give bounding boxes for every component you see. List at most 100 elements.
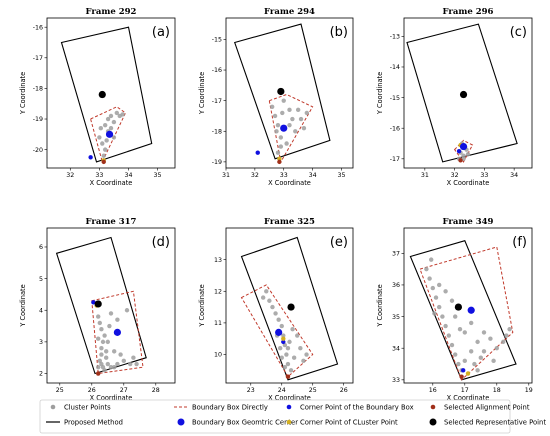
legend-item: Boundary Box Geomtric Center <box>177 418 298 427</box>
x-axis-label: X Coordinate <box>90 394 133 402</box>
cluster-point <box>287 122 292 128</box>
cluster-point <box>290 116 295 122</box>
selected-alignment-point <box>277 159 282 165</box>
cluster-point <box>293 129 298 134</box>
corner-point-boundary-box <box>456 148 462 154</box>
panel-title: Frame 296 <box>443 7 494 17</box>
legend-label: Cluster Points <box>64 404 111 412</box>
cluster-point <box>443 289 448 294</box>
y-tick-label: 33 <box>392 377 400 384</box>
cluster-point <box>269 104 275 109</box>
cluster-point <box>102 368 107 373</box>
cluster-point <box>96 364 101 370</box>
cluster-point <box>99 327 104 332</box>
cluster-point <box>298 346 303 351</box>
x-axis-label: X Coordinate <box>268 179 311 187</box>
y-tick-label: 13 <box>214 257 222 264</box>
legend-item: Proposed Method <box>46 419 123 427</box>
boundary-box-geometric-center <box>113 328 121 336</box>
y-tick-label: -15 <box>212 37 222 44</box>
cluster-point <box>449 298 455 303</box>
corner-point-boundary-box <box>91 300 96 305</box>
cluster-point <box>115 317 120 322</box>
cluster-point <box>108 113 114 119</box>
selected-representative-point <box>94 300 102 308</box>
cluster-point <box>295 333 300 338</box>
cluster-point <box>121 358 127 364</box>
cluster-point <box>100 339 106 345</box>
cluster-point <box>433 295 439 300</box>
cluster-point <box>478 355 483 360</box>
cluster-point <box>264 289 269 294</box>
x-tick-label: 32 <box>451 172 459 179</box>
proposed-method-box <box>409 240 517 381</box>
cluster-point <box>278 346 283 351</box>
cluster-point <box>131 355 136 360</box>
cluster-point <box>290 327 295 332</box>
cluster-point <box>453 352 458 357</box>
y-axis-label: Y Coordinate <box>19 284 27 327</box>
axes-frame <box>403 17 533 169</box>
panel-label: (c) <box>510 25 527 40</box>
y-tick-label: -16 <box>212 67 222 74</box>
cluster-point <box>287 107 292 113</box>
cluster-point <box>104 355 109 360</box>
x-tick-label: 26 <box>340 387 348 394</box>
cluster-point <box>278 144 284 149</box>
cluster-point <box>472 361 477 367</box>
proposed-method-box <box>233 23 331 160</box>
legend-item: Cluster Points <box>50 404 111 412</box>
axes-frame <box>225 227 354 384</box>
cluster-point <box>97 135 102 140</box>
legend-swatch-dot <box>430 404 436 410</box>
x-tick-label: 16 <box>429 387 437 394</box>
cluster-point <box>304 352 309 357</box>
cluster-point <box>491 358 496 364</box>
legend-frame <box>39 399 511 434</box>
selected-alignment-point <box>96 371 101 376</box>
x-tick-label: 33 <box>280 172 288 179</box>
cluster-point <box>272 113 278 119</box>
axes-frame <box>225 17 354 169</box>
selected-alignment-point <box>458 158 463 163</box>
legend-item: Selected Representative Point <box>429 418 546 427</box>
legend-item: Boundary Box Directly <box>174 404 268 412</box>
legend-item: Corner Point of CLuster Point <box>286 419 398 427</box>
selected-alignment-point <box>101 159 106 165</box>
cluster-point <box>284 352 289 357</box>
selected-alignment-point <box>285 374 291 379</box>
cluster-point <box>285 361 291 367</box>
y-tick-label: 34 <box>392 345 400 352</box>
cluster-point <box>118 352 123 357</box>
x-tick-label: 32 <box>66 172 74 179</box>
panel-title: Frame 325 <box>264 217 315 227</box>
cluster-point <box>270 304 275 310</box>
cluster-point <box>301 126 307 131</box>
x-axis-label: X Coordinate <box>447 179 490 187</box>
x-tick-label: 18 <box>493 387 501 394</box>
y-tick-label: -17 <box>33 55 43 62</box>
cluster-point <box>507 327 512 332</box>
cluster-point <box>98 126 104 131</box>
cluster-point <box>124 308 130 313</box>
corner-point-boundary-box <box>281 339 286 345</box>
cluster-point <box>443 323 448 329</box>
y-tick-label: -13 <box>390 34 400 41</box>
cluster-point <box>462 330 467 335</box>
axes-frame <box>403 227 533 384</box>
panel-6: Frame 349 16 17 18 19 33 34 35 36 37 X Coordinate Y… <box>376 217 533 402</box>
legend-label: Boundary Box Geomtric Center <box>192 419 298 427</box>
cluster-point <box>276 317 281 322</box>
cluster-point <box>488 336 493 341</box>
legend-label: Corner Point of CLuster Point <box>300 419 398 427</box>
cluster-point <box>267 298 272 303</box>
x-tick-label: 34 <box>510 172 518 179</box>
axes-frame <box>46 17 176 169</box>
y-tick-label: 2 <box>39 371 43 378</box>
x-tick-label: 35 <box>337 172 345 179</box>
boundary-box-geometric-center <box>275 328 283 336</box>
boundary-box-geometric-center <box>467 306 475 314</box>
legend-label: Selected Alignment Point <box>444 404 530 412</box>
plot-area <box>60 26 153 165</box>
